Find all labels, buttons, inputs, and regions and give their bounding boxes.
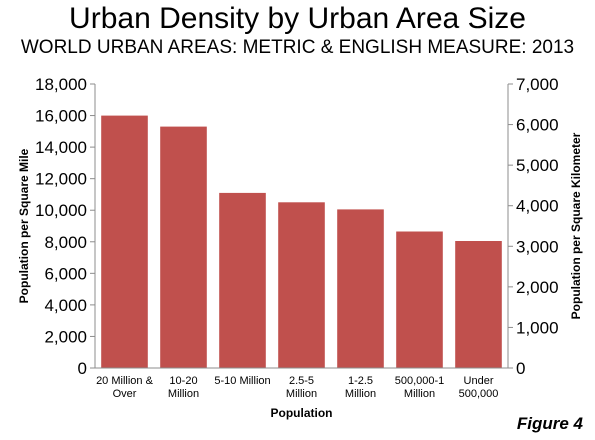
category-label-line: 5-10 Million: [214, 375, 270, 387]
category-label-line: Under: [464, 375, 494, 387]
left-tick-label: 8,000: [44, 233, 87, 252]
category-label-line: Over: [113, 388, 137, 400]
category-label: 5-10 Million: [214, 375, 270, 387]
left-tick-label: 10,000: [35, 201, 87, 220]
left-tick-label: 16,000: [35, 107, 87, 126]
category-label: 2.5-5 Million: [286, 375, 317, 400]
bar-1: [101, 115, 148, 368]
left-tick-label: 14,000: [35, 138, 87, 157]
category-label: 500,000-1 Million: [395, 375, 445, 400]
category-label: 1-2.5 Million: [345, 375, 376, 400]
right-axis-ticks: 0 1,000 2,000 3,000 4,000 5,000 6,000 7,000: [508, 75, 559, 378]
right-tick-label: 0: [516, 359, 525, 378]
category-label-line: 10-20: [169, 375, 197, 387]
left-tick-label: 2,000: [44, 327, 87, 346]
x-axis-title: Population: [271, 406, 333, 420]
left-tick-label: 18,000: [35, 75, 87, 94]
right-tick-label: 4,000: [516, 197, 559, 216]
category-label-line: 500,000-1: [395, 375, 445, 387]
chart-subtitle: WORLD URBAN AREAS: METRIC & ENGLISH MEAS…: [20, 37, 575, 58]
left-tick-label: 0: [78, 359, 87, 378]
bar-2: [160, 126, 207, 368]
bar-4: [278, 202, 325, 368]
bars-group: [101, 115, 502, 368]
figure-label: Figure 4: [516, 414, 583, 433]
bar-7: [455, 241, 502, 368]
category-label: Under 500,000: [459, 375, 499, 400]
chart-title: Urban Density by Urban Area Size: [69, 2, 526, 35]
category-label-line: Million: [286, 388, 317, 400]
left-tick-label: 4,000: [44, 296, 87, 315]
right-tick-label: 1,000: [516, 318, 559, 337]
category-label-line: 1-2.5: [348, 375, 373, 387]
category-label-line: 20 Million &: [96, 375, 154, 387]
right-tick-label: 5,000: [516, 156, 559, 175]
category-label-line: 2.5-5: [289, 375, 314, 387]
left-tick-label: 6,000: [44, 264, 87, 283]
bar-3: [219, 192, 266, 368]
left-tick-label: 12,000: [35, 170, 87, 189]
bar-5: [337, 209, 384, 368]
right-tick-label: 3,000: [516, 237, 559, 256]
category-label-line: Million: [404, 388, 435, 400]
y2-axis-title: Population per Square Kilometer: [569, 132, 583, 319]
category-label-line: Million: [168, 388, 199, 400]
bar-6: [396, 231, 443, 368]
y-axis-title: Population per Square Mile: [17, 148, 31, 303]
category-label: 20 Million & Over: [96, 375, 154, 400]
category-label: 10-20 Million: [168, 375, 199, 400]
category-label-line: Million: [345, 388, 376, 400]
left-axis-ticks: 0 2,000 4,000 6,000 8,000 10,000 12,000 14,000 1…: [35, 75, 95, 378]
right-tick-label: 2,000: [516, 278, 559, 297]
category-label-line: 500,000: [459, 388, 499, 400]
right-tick-label: 6,000: [516, 116, 559, 135]
right-tick-label: 7,000: [516, 75, 559, 94]
